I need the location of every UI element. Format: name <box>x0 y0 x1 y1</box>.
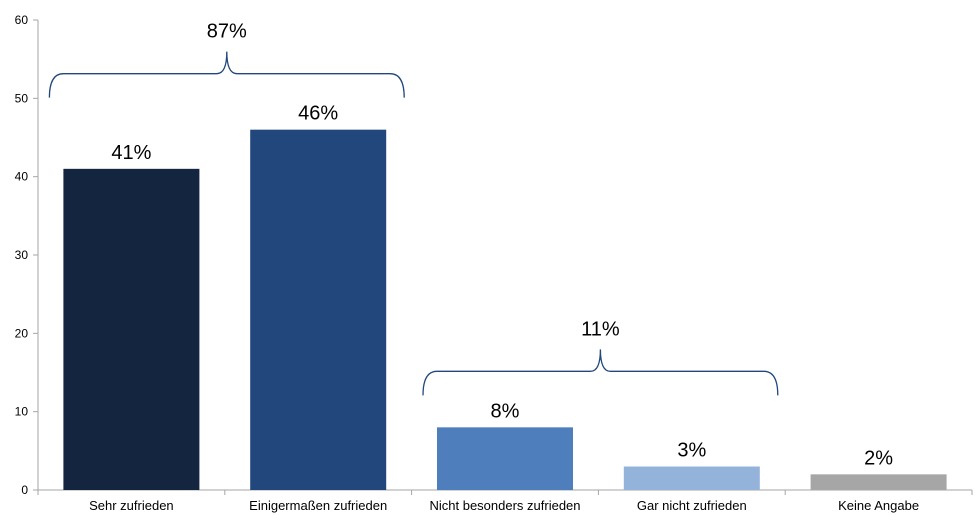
data-label: 46% <box>298 103 338 125</box>
bar <box>63 168 200 491</box>
data-label: 41% <box>111 142 151 164</box>
data-labels: 41% 46% 8% 3% 2% <box>111 103 893 470</box>
x-tick-label: Nicht besonders zufrieden <box>429 498 580 513</box>
bar <box>250 129 387 490</box>
x-tick-label: Keine Angabe <box>838 498 919 513</box>
group-bracket <box>422 349 779 396</box>
bar <box>437 427 573 490</box>
group-bracket <box>48 51 405 98</box>
axes: 0 10 20 30 40 50 60 Sehr zufrieden Einigermaßen … <box>15 13 973 513</box>
y-tick-label: 10 <box>15 405 29 419</box>
y-tick-label: 60 <box>15 13 29 27</box>
data-label: 3% <box>677 440 706 462</box>
y-tick-label: 20 <box>15 326 29 340</box>
y-tick-label: 0 <box>21 483 28 497</box>
group-label: 87% <box>207 21 247 43</box>
data-label: 8% <box>491 400 520 422</box>
x-tick-label: Gar nicht zufrieden <box>637 498 747 513</box>
bar <box>810 474 947 490</box>
y-tick-label: 30 <box>15 248 29 262</box>
x-tick-label: Einigermaßen zufrieden <box>249 498 387 513</box>
bar <box>623 466 760 490</box>
group-label: 11% <box>581 318 620 340</box>
x-tick-label: Sehr zufrieden <box>89 498 174 513</box>
data-label: 2% <box>864 447 893 469</box>
bars <box>63 129 947 491</box>
y-tick-label: 50 <box>15 91 29 105</box>
y-tick-label: 40 <box>15 170 29 184</box>
